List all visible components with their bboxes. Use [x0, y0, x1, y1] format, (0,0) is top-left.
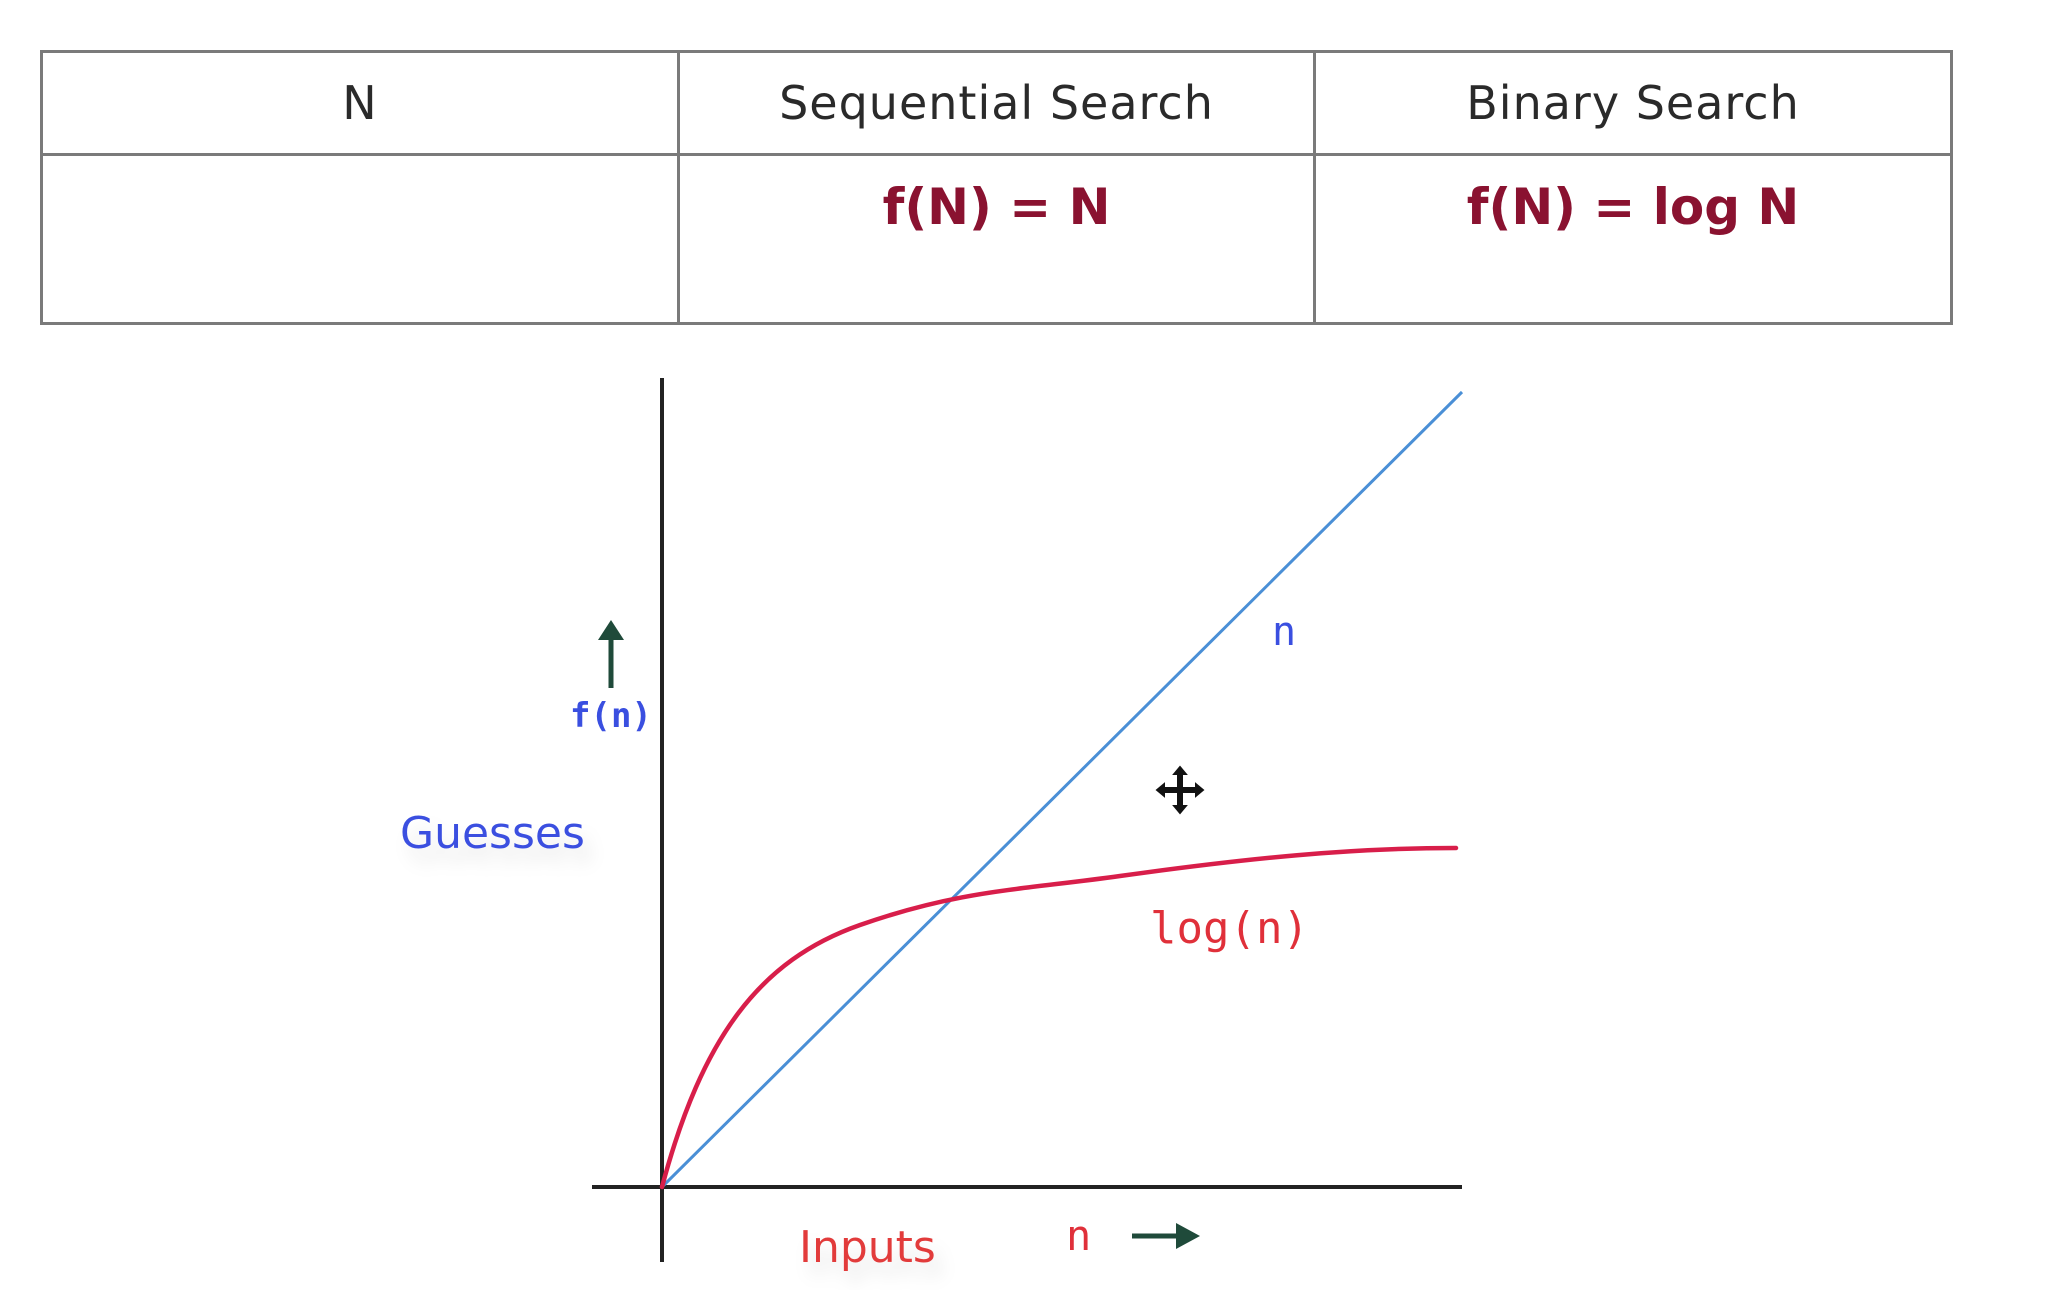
- header-sequential-search: Sequential Search: [677, 50, 1316, 156]
- x-axis-right-arrow-icon: [1132, 1223, 1200, 1249]
- table-row: f(N) = N f(N) = log N: [40, 153, 1953, 325]
- y-axis-up-arrow-icon: [598, 620, 624, 688]
- cell-sequential-formula: f(N) = N: [677, 153, 1316, 325]
- header-binary-search: Binary Search: [1313, 50, 1953, 156]
- series-n-line: [660, 390, 1464, 1189]
- header-n: N: [40, 50, 680, 156]
- x-axis-title: Inputs: [799, 1222, 936, 1273]
- series-log-n-label: log(n): [1150, 903, 1309, 954]
- y-axis-function-label: f(n): [570, 696, 652, 736]
- y-axis-title: Guesses: [400, 808, 585, 859]
- comparison-table: N Sequential Search Binary Search f(N) =…: [40, 50, 1953, 325]
- move-cursor-icon: [1152, 762, 1208, 818]
- cell-binary-formula: f(N) = log N: [1313, 153, 1953, 325]
- cell-n-value: [40, 153, 680, 325]
- series-n-label: n: [1272, 609, 1296, 655]
- table-header-row: N Sequential Search Binary Search: [40, 50, 1953, 156]
- series-log-n-curve: [659, 845, 1459, 1190]
- x-axis-variable-label: n: [1066, 1211, 1091, 1260]
